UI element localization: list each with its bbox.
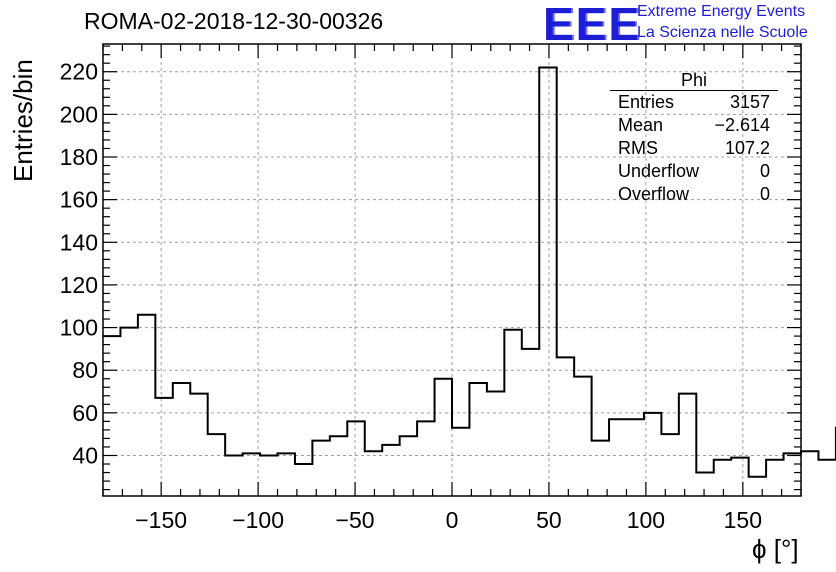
x-tick-label: 150 [724, 507, 762, 533]
axis-ticks [102, 44, 802, 496]
histogram-series-line [103, 66, 836, 478]
stats-row-mean: Mean −2.614 [610, 114, 778, 137]
y-tick-label: 180 [60, 144, 98, 170]
stats-box: Phi Entries 3157 Mean −2.614 RMS 107.2 U… [610, 70, 778, 206]
y-axis-label: Entries/bin [8, 59, 38, 182]
x-tick-label: 100 [627, 507, 665, 533]
y-tick-label: 140 [60, 229, 98, 255]
x-axis-label: ϕ [°] [752, 534, 799, 564]
stats-value: 107.2 [724, 138, 770, 158]
stats-row-underflow: Underflow 0 [610, 160, 778, 183]
stats-box-title: Phi [610, 70, 778, 91]
stats-value: 0 [759, 184, 770, 204]
stats-row-overflow: Overflow 0 [610, 183, 778, 206]
eee-logo: EEE [543, 0, 641, 48]
stats-value: 0 [759, 161, 770, 181]
chart-title: ROMA-02-2018-12-30-00326 [84, 8, 384, 34]
stats-value: 3157 [729, 92, 770, 112]
y-tick-label: 160 [60, 187, 98, 213]
y-tick-label: 100 [60, 315, 98, 341]
eee-logo-mark: EEE [543, 0, 642, 50]
y-tick-label: 200 [60, 101, 98, 127]
stats-label: Underflow [618, 161, 700, 181]
stats-row-rms: RMS 107.2 [610, 137, 778, 160]
y-tick-label: 80 [72, 357, 98, 383]
x-tick-label: 0 [446, 507, 459, 533]
x-tick-label: −50 [336, 507, 375, 533]
stats-label: RMS [618, 138, 658, 158]
stats-label: Overflow [618, 184, 690, 204]
x-tick-label: −100 [232, 507, 284, 533]
x-tick-label: −150 [135, 507, 187, 533]
stats-label: Mean [618, 115, 664, 135]
y-tick-label: 40 [72, 442, 98, 468]
tick-labels: −150 −100 −50 0 50 100 150 40 60 80 100 120 140 160 18… [60, 59, 762, 533]
logo-text-line1: Extreme Energy Events [637, 3, 806, 20]
stats-label: Entries [618, 92, 675, 112]
x-tick-label: 50 [536, 507, 562, 533]
stats-value: −2.614 [714, 115, 770, 135]
y-tick-label: 60 [72, 400, 98, 426]
y-tick-label: 220 [60, 59, 98, 85]
y-tick-label: 120 [60, 272, 98, 298]
logo-text-line2: La Scienza nelle Scuole [637, 24, 808, 41]
stats-row-entries: Entries 3157 [610, 91, 778, 114]
